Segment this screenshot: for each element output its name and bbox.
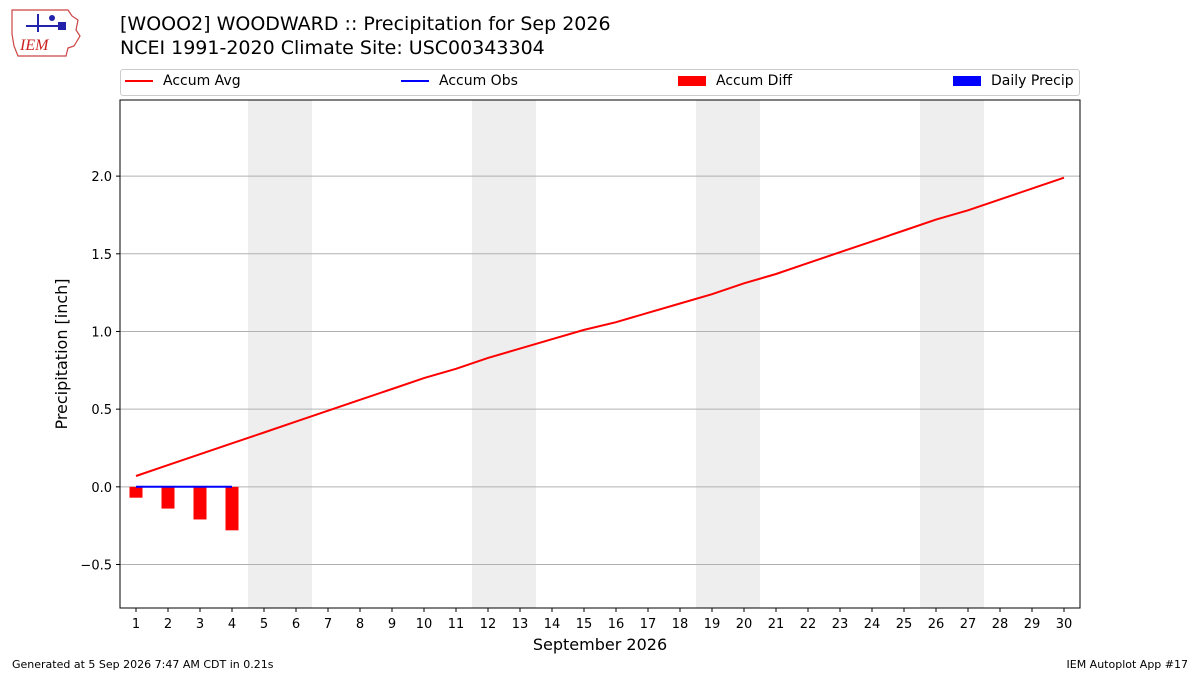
title-line-2: NCEI 1991-2020 Climate Site: USC00343304 [120,37,545,59]
legend-swatch-daily-precip [953,76,981,86]
x-tick-label: 19 [704,617,721,632]
x-tick-label: 28 [992,617,1009,632]
x-tick-label: 25 [896,617,913,632]
x-tick-label: 2 [164,617,172,632]
x-tick-label: 1 [132,617,140,632]
x-tick-label: 27 [960,617,977,632]
y-tick-label: 0.5 [91,403,112,418]
y-tick-label: 2.0 [91,170,112,185]
x-tick-label: 14 [544,617,561,632]
y-tick-label: −0.5 [80,559,112,574]
x-tick-label: 20 [736,617,753,632]
legend-label-daily-precip: Daily Precip [991,73,1074,89]
x-tick-label: 24 [864,617,881,632]
x-tick-label: 29 [1024,617,1041,632]
chart-title: [WOOO2] WOODWARD :: Precipitation for Se… [120,12,611,60]
legend: Accum Avg Accum Obs Accum Diff Daily Pre… [120,69,1080,96]
x-tick-label: 8 [356,617,364,632]
x-tick-label: 9 [388,617,396,632]
x-axis: 1 2 3 4 5 6 7 8 9 10 11 12 13 14 15 16 17 18 19 20 21 22 23 24 2… [132,608,1072,632]
x-tick-label: 5 [260,617,268,632]
bar-accum-diff [129,486,143,498]
bar-accum-diff [225,486,239,531]
footer-app: IEM Autoplot App #17 [1066,658,1189,671]
x-tick-label: 7 [324,617,332,632]
plot-frame [119,99,1081,609]
iem-logo: IEM [11,9,81,57]
y-axis: −0.5 0.0 0.5 1.0 1.5 2.0 [80,170,120,574]
x-tick-label: 30 [1056,617,1073,632]
footer-generated: Generated at 5 Sep 2026 7:47 AM CDT in 0… [12,658,274,671]
bar-accum-diff [193,486,207,520]
x-tick-label: 26 [928,617,945,632]
x-tick-label: 6 [292,617,300,632]
legend-label-accum-avg: Accum Avg [163,73,241,89]
legend-label-accum-diff: Accum Diff [716,73,793,89]
legend-swatch-accum-avg [125,80,153,82]
line-accum-avg [135,176,1065,477]
weekend-band-4 [920,100,984,608]
x-tick-label: 21 [768,617,785,632]
x-tick-label: 3 [196,617,204,632]
weekend-bands [248,100,984,608]
y-tick-label: 0.0 [91,481,112,496]
x-tick-label: 11 [448,617,465,632]
logo-text: IEM [19,37,50,54]
y-axis-label: Precipitation [inch] [52,278,71,429]
title-line-1: [WOOO2] WOODWARD :: Precipitation for Se… [120,13,611,35]
x-tick-label: 12 [480,617,497,632]
x-tick-label: 15 [576,617,593,632]
legend-swatch-accum-obs [401,80,429,82]
x-tick-label: 22 [800,617,817,632]
x-tick-label: 16 [608,617,625,632]
weekend-band-3 [696,100,760,608]
x-tick-label: 4 [228,617,236,632]
bar-accum-diff [161,486,175,509]
x-tick-label: 23 [832,617,849,632]
y-tick-label: 1.0 [91,325,112,340]
x-tick-label: 17 [640,617,657,632]
x-tick-label: 13 [512,617,529,632]
legend-item-accum-avg: Accum Avg [125,73,241,89]
weekend-band-1 [248,100,312,608]
legend-item-accum-diff: Accum Diff [678,73,792,89]
x-axis-label: September 2026 [533,635,667,654]
gridlines [120,175,1080,566]
legend-swatch-accum-diff [678,76,706,86]
bars [129,486,239,531]
series-lines [135,176,1065,488]
legend-item-accum-obs: Accum Obs [401,73,518,89]
x-tick-label: 18 [672,617,689,632]
legend-item-daily-precip: Daily Precip [953,73,1074,89]
x-tick-label: 10 [416,617,433,632]
y-tick-label: 1.5 [91,248,112,263]
legend-label-accum-obs: Accum Obs [439,73,518,89]
